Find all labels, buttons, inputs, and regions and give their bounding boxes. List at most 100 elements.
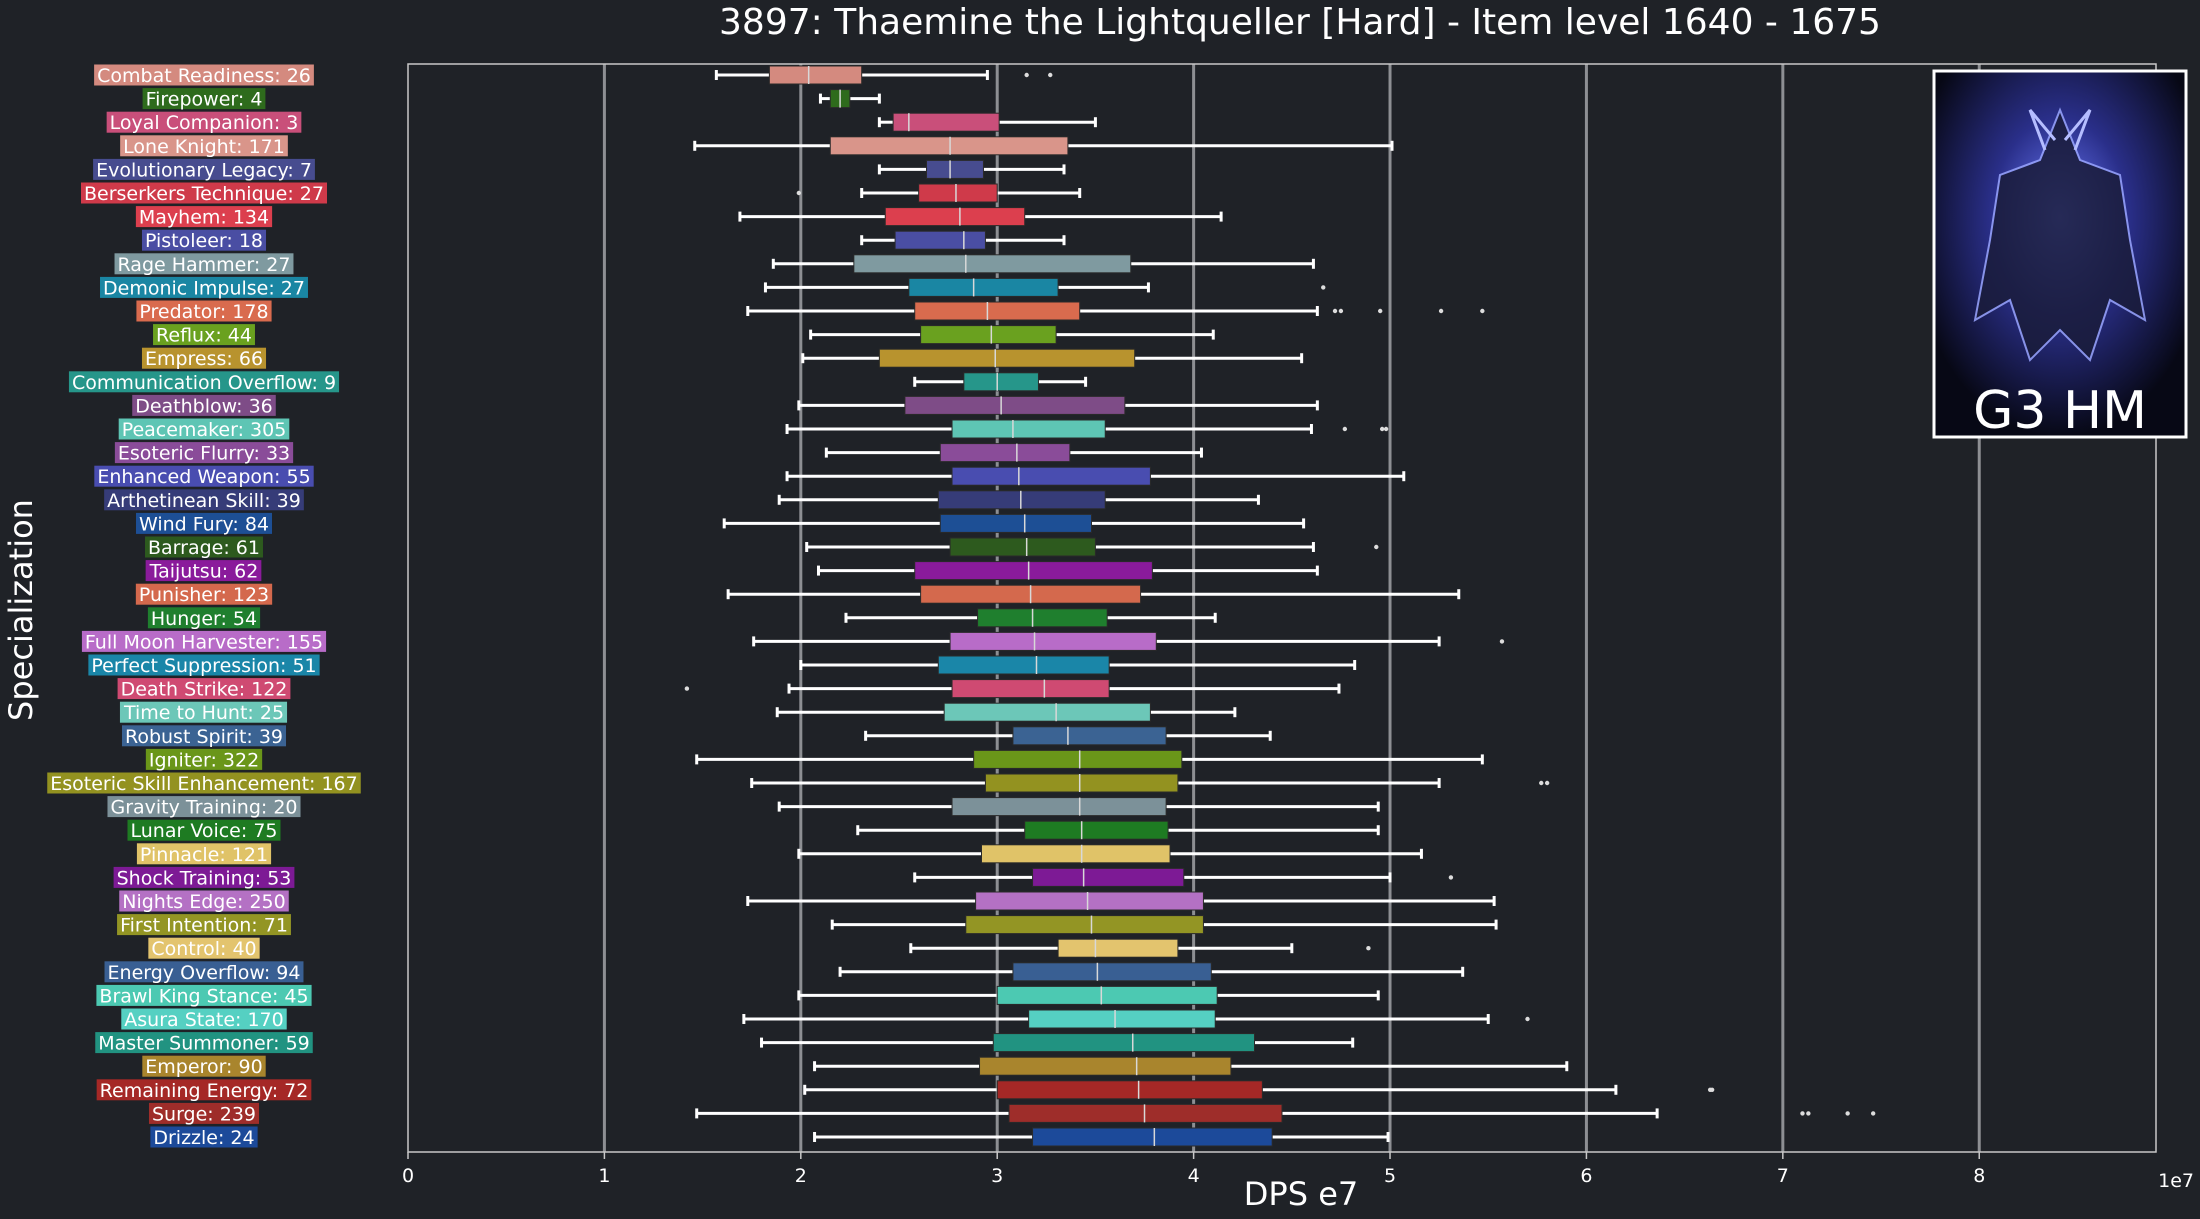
category-label-text: Deathblow: 36 [135,395,273,417]
box-iqr [853,254,1132,274]
box-iqr [949,537,1096,557]
outlier-point [1024,72,1029,78]
category-label-text: Mayhem: 134 [139,207,269,229]
plot-area-frame [407,63,2157,1153]
box-iqr [1008,1103,1283,1123]
category-label: Wind Fury: 84 [135,512,273,535]
box-iqr [1032,867,1185,887]
box-group [693,136,1394,156]
category-label: Communication Overflow: 9 [68,371,340,394]
category-label-text: Arthetinean Skill: 39 [107,490,301,512]
category-label-text: Combat Readiness: 26 [97,65,311,87]
box-iqr [996,1080,1263,1100]
category-label-text: Control: 40 [151,938,256,960]
box-iqr [937,655,1110,675]
outlier-point [1800,1111,1805,1116]
box-group [824,443,1203,463]
chart-title: 3897: Thaemine the Lightqueller [Hard] -… [719,2,1881,43]
category-label-background [148,1102,260,1124]
category-label-text: Berserkers Technique: 27 [84,183,324,205]
category-label: Nights Edge: 250 [119,890,289,913]
category-label: Barrage: 61 [145,536,263,559]
category-label: Arthetinean Skill: 39 [104,489,304,512]
box-iqr [992,1033,1256,1053]
category-label: Rage Hammer: 27 [114,253,294,276]
category-label-background [104,489,304,511]
category-label-background [107,796,301,818]
outlier-point [1374,544,1379,550]
category-label: Taijutsu: 62 [145,560,262,583]
box-iqr [894,230,986,250]
box-group [752,631,1505,651]
outlier-point [1806,1111,1811,1116]
box-iqr [984,773,1179,793]
box-group [913,867,1454,887]
x-tick-label: 5 [1384,1165,1396,1187]
category-label-text: Lunar Voice: 75 [130,820,277,842]
box-group [684,679,1341,699]
category-label: Full Moon Harvester: 155 [81,630,327,653]
outlier-point [1438,308,1444,314]
category-label-text: Time to Hunt: 25 [123,702,284,724]
category-label-text: Pinnacle: 121 [140,844,268,866]
category-label: Reflux: 44 [153,324,255,347]
box-group [809,325,1215,345]
category-label-text: Reflux: 44 [156,325,252,347]
category-label-text: Drizzle: 24 [153,1127,254,1149]
box-group [796,183,1082,203]
category-label: Esoteric Flurry: 33 [114,442,294,465]
x-axis-ticks: 0 1 2 3 4 5 6 7 8 [402,1152,1985,1187]
box-iqr [1032,1127,1273,1147]
inset-label: G3 HM [1973,381,2147,441]
category-label: Shock Training: 53 [113,866,295,889]
category-label-background [136,843,272,865]
box-group [785,419,1389,439]
category-label: Time to Hunt: 25 [119,701,288,724]
x-tick-label: 2 [795,1165,807,1187]
category-label-text: Asura State: 170 [124,1009,283,1031]
category-label-text: Gravity Training: 20 [110,797,297,819]
box-group [864,726,1272,746]
category-label-text: Peacemaker: 305 [122,419,287,441]
outlier-point [1448,875,1454,880]
outlier-point [1870,1111,1876,1116]
category-label-text: Predator: 178 [139,301,268,323]
category-label-text: Barrage: 61 [148,537,260,559]
category-label-background [96,1079,312,1101]
outlier-point [1499,639,1505,644]
box-group [909,938,1371,958]
box-group [838,962,1465,982]
category-label-background [68,371,340,393]
category-label-background [135,206,273,228]
category-label-background [132,394,276,416]
category-label-background [117,678,291,700]
box-group [856,820,1380,840]
box-group [760,1033,1355,1053]
box-iqr [1057,938,1179,958]
box-group [860,230,1066,250]
box-group [813,1056,1569,1076]
box-group [799,655,1357,675]
category-label-text: Robust Spirit: 39 [125,726,283,748]
box-group [877,112,1097,132]
outlier-point [796,190,802,196]
box-group [695,749,1484,769]
box-group [797,395,1319,415]
category-label-text: Esoteric Skill Enhancement: 167 [50,773,358,795]
category-label: Emperor: 90 [142,1055,266,1078]
box-group [695,1103,1876,1123]
category-label-background [142,1055,266,1077]
category-label-text: Nights Edge: 250 [122,891,286,913]
box-group [816,561,1319,581]
outlier-point [1378,308,1383,314]
outlier-point [1544,780,1550,786]
category-label-text: Esoteric Flurry: 33 [118,443,290,465]
category-label-text: Pistoleer: 18 [145,230,263,252]
box-group [830,915,1498,935]
category-label-text: Brawl King Stance: 45 [99,985,308,1007]
category-label-text: Death Strike: 122 [121,679,288,701]
category-label-background [136,300,272,322]
box-group [877,159,1066,179]
box-group [805,537,1379,557]
box-group [763,277,1326,297]
